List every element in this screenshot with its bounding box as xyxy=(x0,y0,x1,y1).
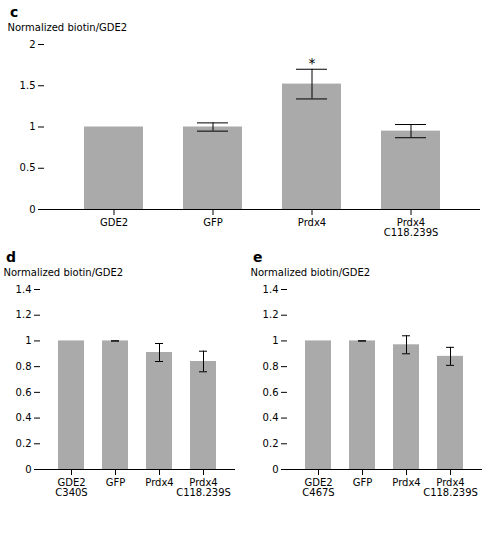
svg-text:1.4: 1.4 xyxy=(263,284,279,295)
svg-text:0.4: 0.4 xyxy=(263,412,279,423)
svg-text:0.2: 0.2 xyxy=(263,438,279,449)
svg-text:1.2: 1.2 xyxy=(16,309,32,320)
svg-text:0: 0 xyxy=(272,464,278,475)
svg-text:GFP: GFP xyxy=(106,477,126,488)
svg-text:Prdx4C118.239S: Prdx4C118.239S xyxy=(176,477,231,498)
svg-text:0.8: 0.8 xyxy=(263,361,279,372)
svg-text:GFP: GFP xyxy=(203,217,223,228)
svg-text:GDE2: GDE2 xyxy=(100,217,128,228)
svg-text:Prdx4: Prdx4 xyxy=(298,217,326,228)
svg-text:GDE2C467S: GDE2C467S xyxy=(302,477,334,498)
svg-text:1.2: 1.2 xyxy=(263,309,279,320)
svg-text:0.5: 0.5 xyxy=(20,162,36,173)
svg-text:0: 0 xyxy=(25,464,31,475)
svg-text:1: 1 xyxy=(25,335,31,346)
svg-text:0.2: 0.2 xyxy=(16,438,32,449)
svg-text:0.8: 0.8 xyxy=(16,361,32,372)
svg-text:2: 2 xyxy=(29,39,35,50)
svg-text:Prdx4: Prdx4 xyxy=(145,477,173,488)
svg-text:0.6: 0.6 xyxy=(263,387,279,398)
svg-text:*: * xyxy=(309,55,316,71)
svg-text:1: 1 xyxy=(29,121,35,132)
svg-text:GDE2C340S: GDE2C340S xyxy=(55,477,87,498)
svg-text:Normalized biotin/GDE2: Normalized biotin/GDE2 xyxy=(8,22,128,33)
svg-text:Prdx4C118.239S: Prdx4C118.239S xyxy=(384,217,439,238)
svg-text:1: 1 xyxy=(272,335,278,346)
svg-text:0: 0 xyxy=(29,204,35,215)
svg-text:1.4: 1.4 xyxy=(16,284,32,295)
html-text:d: d xyxy=(6,249,16,265)
svg-text:0.4: 0.4 xyxy=(16,412,32,423)
html-text:c: c xyxy=(10,4,19,20)
svg-text:Normalized biotin/GDE2: Normalized biotin/GDE2 xyxy=(4,267,124,278)
svg-text:GFP: GFP xyxy=(353,477,373,488)
svg-text:Prdx4C118.239S: Prdx4C118.239S xyxy=(423,477,478,498)
html-text:e: e xyxy=(253,249,263,265)
svg-text:Prdx4: Prdx4 xyxy=(392,477,420,488)
svg-text:1.5: 1.5 xyxy=(20,80,36,91)
svg-text:0.6: 0.6 xyxy=(16,387,32,398)
svg-text:Normalized biotin/GDE2: Normalized biotin/GDE2 xyxy=(251,267,371,278)
